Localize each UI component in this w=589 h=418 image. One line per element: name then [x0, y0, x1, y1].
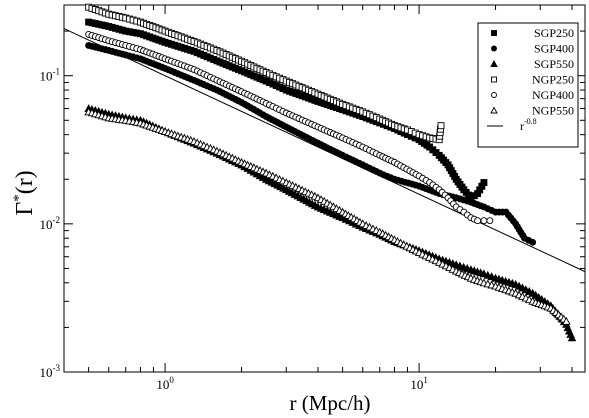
legend-label-reference: r-0.8: [520, 117, 537, 133]
series-ngp400: [85, 30, 494, 225]
series-sgp250: [85, 18, 488, 202]
legend-marker-sgp550: [490, 60, 498, 67]
x-tick-label: 101: [410, 375, 428, 392]
data-point: [562, 316, 571, 325]
data-point: [437, 122, 445, 130]
legend-marker-sgp250: [491, 30, 497, 36]
legend-label: NGP250: [532, 73, 574, 87]
series-layer: [84, 3, 577, 342]
y-axis-label-tail: (r): [12, 170, 38, 194]
y-axis-label-main: Γ: [12, 202, 38, 216]
x-axis-label: r (Mpc/h): [289, 391, 370, 415]
series-ngp550: [84, 107, 571, 325]
data-point: [567, 333, 577, 342]
y-axis-label-sup: *: [11, 194, 27, 202]
legend-label: NGP400: [532, 88, 574, 102]
legend-label: SGP250: [534, 26, 574, 40]
y-tick-label: 10-1: [40, 67, 61, 84]
y-tick-labels: 10-3 10-2 10-1: [40, 67, 61, 380]
data-point: [486, 217, 494, 225]
legend-label: SGP550: [534, 57, 574, 71]
legend-marker-ngp400: [491, 92, 497, 98]
reference-line: [63, 28, 586, 273]
data-point: [474, 217, 482, 225]
legend-marker-sgp400: [491, 45, 497, 52]
data-point: [529, 238, 537, 246]
series-ngp250: [85, 3, 445, 144]
data-point: [480, 179, 488, 186]
legend-label: NGP550: [532, 104, 574, 118]
legend-marker-ngp250: [491, 76, 497, 83]
y-tick-label: 10-3: [40, 363, 61, 380]
y-axis-label: Γ*(r): [11, 170, 38, 215]
svg-text:Γ*(r): Γ*(r): [11, 170, 38, 215]
x-tick-label: 100: [156, 375, 174, 392]
legend-label: SGP400: [534, 42, 574, 56]
series-sgp400: [85, 41, 537, 246]
ticks: [63, 5, 585, 373]
reference-line-path: [63, 28, 586, 273]
legend-marker-ngp550: [490, 106, 498, 114]
data-point: [480, 217, 488, 225]
x-tick-labels: 100 101: [156, 375, 428, 392]
y-tick-label: 10-2: [40, 215, 61, 232]
